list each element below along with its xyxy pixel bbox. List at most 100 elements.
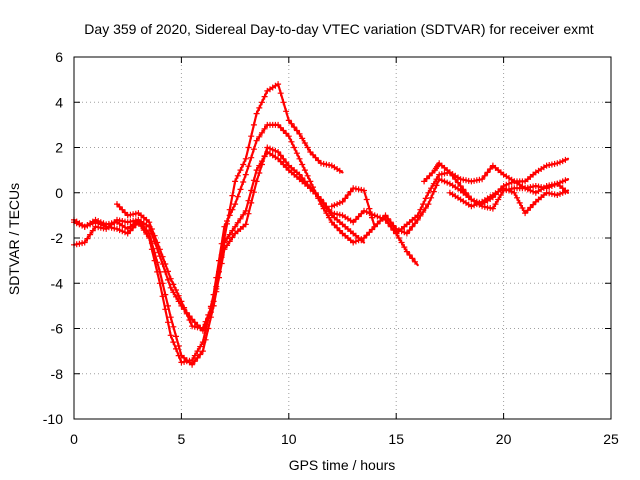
data-point-marker [242,155,249,162]
data-point-marker [234,193,241,200]
data-point-marker [165,302,171,309]
data-point-marker [455,179,461,186]
data-point-marker [232,223,239,230]
data-point-marker [559,189,566,196]
data-point-marker [361,187,367,194]
data-point-marker [259,99,265,106]
data-point-marker [425,189,432,196]
data-point-marker [430,188,437,195]
data-point-marker [159,253,166,260]
data-point-marker [511,189,518,196]
data-point-marker [374,213,381,220]
series-track-1 [71,144,366,368]
data-point-marker [414,212,421,219]
data-point-marker [119,206,126,213]
data-point-marker [527,187,534,194]
data-point-marker [420,201,427,208]
data-point-marker [221,239,228,246]
data-point-marker [197,351,204,358]
data-point-marker [280,127,287,134]
grid [74,57,611,419]
data-point-marker [315,157,322,164]
y-tick-label: -10 [43,411,63,427]
data-point-marker [116,203,123,210]
data-point-marker [363,196,370,203]
data-point-marker [167,314,174,321]
data-point-marker [232,178,239,185]
data-point-marker [299,161,306,168]
data-point-marker [280,161,287,168]
data-point-marker [374,220,381,227]
data-point-marker [148,246,155,253]
data-point-marker [296,155,303,162]
data-point-marker [412,258,418,265]
data-point-marker [530,188,537,195]
data-point-marker [218,254,225,261]
data-point-marker [261,93,268,100]
data-point-marker [401,244,408,251]
data-point-marker [385,215,392,222]
data-point-marker [500,185,507,192]
data-point-marker [170,281,177,288]
data-point-marker [331,202,338,209]
data-point-marker [524,207,531,214]
data-point-marker [253,167,260,174]
data-point-marker [224,235,230,242]
data-point-marker [444,179,451,186]
data-point-marker [361,207,367,214]
data-point-marker [256,170,263,176]
axis-ticks: 0 5 10 15 20 25 -10 -8 -6 -4 -2 0 2 4 6 [43,49,619,447]
data-point-marker [122,209,128,216]
data-point-marker [245,210,252,217]
data-point-marker [234,219,241,226]
data-point-marker [240,211,247,218]
data-point-marker [197,343,204,350]
data-point-marker [559,178,566,185]
data-point-marker [186,317,193,323]
data-point-marker [417,206,424,213]
data-point-marker [363,209,370,215]
series-track-7 [421,156,570,185]
data-point-marker [288,138,295,145]
data-point-marker [207,305,214,312]
series-track-8 [446,185,570,217]
data-point-marker [299,135,306,142]
data-point-marker [116,227,123,234]
data-point-marker [245,144,252,151]
y-tick-label: -6 [51,321,64,337]
data-point-marker [283,164,290,171]
data-point-marker [522,210,529,217]
data-point-marker [503,186,510,193]
data-point-marker [387,219,394,226]
data-point-marker [127,227,134,234]
data-point-marker [280,155,287,162]
data-point-marker [87,231,94,238]
data-point-marker [339,198,346,205]
data-point-marker [122,229,128,236]
data-point-marker [89,227,96,234]
data-point-marker [382,212,389,219]
data-point-marker [355,213,362,220]
data-point-marker [175,343,182,349]
data-point-marker [406,252,413,258]
data-point-marker [156,280,163,287]
data-point-marker [199,339,206,346]
data-point-marker [363,232,370,239]
y-tick-label: -4 [51,275,64,291]
data-point-marker [323,210,330,217]
data-point-marker [226,238,233,245]
data-point-marker [438,177,445,184]
x-tick-label: 25 [603,431,619,447]
data-point-marker [398,239,405,246]
data-point-marker [336,199,343,206]
data-point-marker [336,227,343,234]
data-point-marker [84,235,91,242]
data-point-marker [562,177,569,184]
data-point-marker [173,345,179,352]
data-point-marker [248,187,255,194]
data-point-marker [506,180,512,187]
data-point-marker [471,202,478,209]
data-point-marker [334,224,341,231]
data-point-marker [355,237,362,244]
data-point-marker [256,104,263,111]
